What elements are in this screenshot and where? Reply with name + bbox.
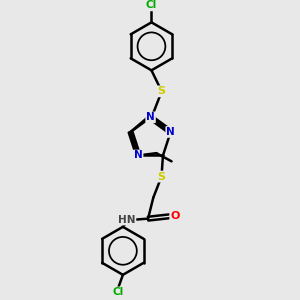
Text: N: N (146, 112, 155, 122)
Text: S: S (158, 172, 166, 182)
Text: Cl: Cl (112, 287, 123, 297)
Text: N: N (134, 151, 142, 160)
Text: HN: HN (118, 214, 135, 224)
Text: O: O (170, 211, 180, 221)
Text: S: S (158, 86, 166, 96)
Text: Cl: Cl (146, 0, 157, 11)
Text: N: N (166, 127, 175, 137)
